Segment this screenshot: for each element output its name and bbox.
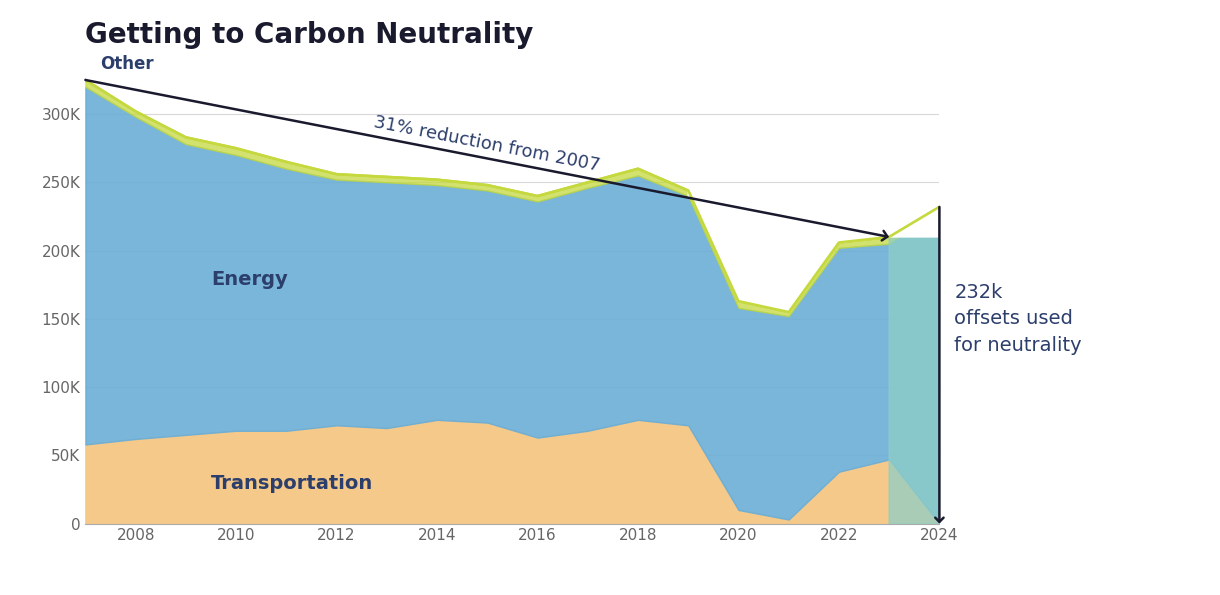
Polygon shape <box>889 207 939 524</box>
Text: Getting to Carbon Neutrality: Getting to Carbon Neutrality <box>85 21 534 49</box>
Text: 31% reduction from 2007: 31% reduction from 2007 <box>372 114 601 175</box>
Text: Transportation: Transportation <box>211 474 373 493</box>
Polygon shape <box>688 190 939 312</box>
Text: Other: Other <box>100 55 154 73</box>
Text: Energy: Energy <box>211 270 288 289</box>
Text: 232k
offsets used
for neutrality: 232k offsets used for neutrality <box>954 283 1082 355</box>
